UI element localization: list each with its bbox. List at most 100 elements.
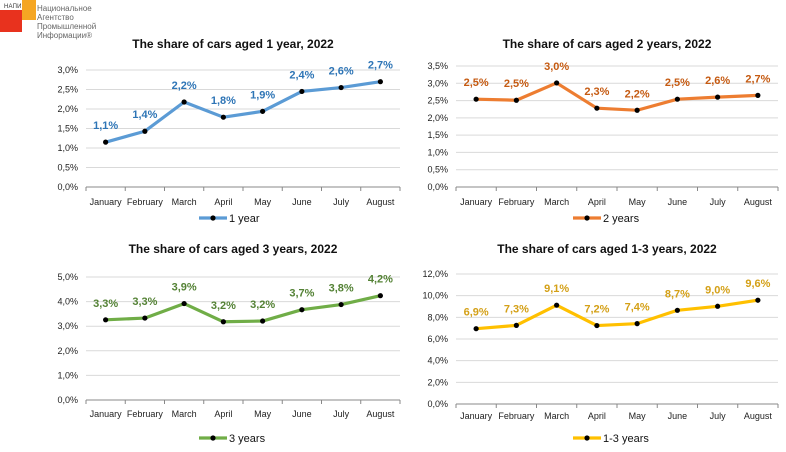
x-tick-label: May	[629, 197, 647, 207]
legend-marker	[584, 215, 590, 221]
series-line	[104, 80, 382, 144]
data-point	[755, 297, 761, 303]
y-tick-label: 0,0%	[427, 182, 448, 192]
logo-orange-square	[22, 0, 36, 20]
data-point	[554, 302, 560, 308]
x-tick-label: July	[333, 197, 350, 207]
x-tick-label: March	[172, 197, 197, 207]
x-tick-label: January	[90, 197, 123, 207]
y-tick-label: 2,0%	[427, 113, 448, 123]
y-tick-label: 2,0%	[57, 104, 78, 114]
data-label: 2,6%	[329, 66, 354, 78]
y-tick-label: 2,5%	[57, 85, 78, 95]
y-tick-label: 2,0%	[57, 346, 78, 356]
y-tick-label: 10,0%	[422, 291, 448, 301]
y-tick-label: 1,0%	[57, 143, 78, 153]
x-tick-label: May	[629, 411, 647, 421]
x-tick-label: July	[333, 409, 350, 419]
chart-svg: The share of cars aged 2 years, 2022 0,0%…	[427, 37, 779, 225]
data-point	[554, 80, 560, 86]
logo-line: Агентство	[37, 13, 74, 22]
data-label: 2,5%	[665, 77, 690, 89]
data-label: 9,1%	[544, 283, 569, 295]
data-label: 3,7%	[289, 288, 314, 300]
data-point	[755, 92, 761, 98]
logo-text: Национальное Агентство Промышленной Инфо…	[37, 4, 96, 40]
chart-title: The share of cars aged 2 years, 2022	[503, 37, 712, 51]
y-tick-label: 8,0%	[427, 312, 448, 322]
data-label: 1,1%	[93, 120, 118, 132]
data-label: 3,9%	[172, 282, 197, 294]
logo-line: Промышленной	[37, 22, 97, 31]
logo-abbreviation: НАПИ	[4, 4, 22, 10]
y-tick-label: 1,5%	[427, 130, 448, 140]
data-label: 3,3%	[93, 298, 118, 310]
data-label: 2,7%	[368, 60, 393, 72]
x-tick-label: March	[544, 197, 569, 207]
data-label: 8,7%	[665, 288, 690, 300]
y-tick-label: 2,0%	[427, 377, 448, 387]
data-point	[715, 303, 721, 309]
x-tick-label: August	[744, 411, 773, 421]
data-label: 6,9%	[464, 307, 489, 319]
chart-title: The share of cars aged 1-3 years, 2022	[497, 242, 717, 256]
data-point	[634, 107, 640, 113]
y-tick-label: 4,0%	[57, 297, 78, 307]
data-point	[299, 88, 305, 95]
x-tick-label: March	[172, 409, 197, 419]
data-label: 3,3%	[132, 296, 157, 308]
chart-1-3-years: The share of cars aged 1-3 years, 2022 0,…	[405, 232, 786, 452]
x-tick-label: February	[498, 197, 535, 207]
data-point	[513, 322, 519, 328]
chart-svg: The share of cars aged 1-3 years, 2022 0,…	[422, 242, 779, 445]
data-label: 2,7%	[745, 73, 770, 85]
data-point	[299, 307, 305, 313]
data-label: 1,9%	[250, 89, 275, 101]
x-tick-label: June	[668, 411, 688, 421]
legend-label: 1-3 years	[603, 433, 649, 445]
data-point	[260, 318, 266, 324]
data-label: 2,3%	[584, 86, 609, 98]
legend-label: 1 year	[229, 213, 260, 225]
data-label: 2,2%	[625, 88, 650, 100]
series-line	[474, 298, 760, 331]
data-label: 7,3%	[504, 303, 529, 315]
y-tick-label: 0,5%	[427, 165, 448, 175]
data-label: 3,8%	[329, 283, 354, 295]
x-tick-label: April	[588, 411, 606, 421]
data-point	[338, 301, 344, 308]
x-tick-label: July	[710, 411, 727, 421]
y-tick-label: 1,0%	[427, 147, 448, 157]
legend-marker	[210, 435, 216, 441]
data-label: 9,6%	[745, 278, 770, 290]
data-point	[674, 96, 680, 102]
data-point	[103, 317, 109, 323]
data-point	[338, 84, 344, 91]
x-tick-label: February	[127, 197, 164, 207]
data-label: 4,2%	[368, 274, 393, 286]
chart-3-years: The share of cars aged 3 years, 2022 0,0%…	[0, 232, 410, 452]
data-point	[220, 319, 226, 325]
x-tick-label: June	[292, 197, 312, 207]
legend-label: 2 years	[603, 213, 640, 225]
y-tick-label: 1,0%	[57, 370, 78, 380]
y-tick-label: 3,0%	[57, 65, 78, 75]
x-tick-label: March	[544, 411, 569, 421]
logo-line: Информации®	[37, 31, 93, 40]
y-tick-label: 0,0%	[57, 182, 78, 192]
data-point	[260, 108, 266, 114]
data-point	[142, 128, 148, 134]
data-label: 2,5%	[504, 78, 529, 90]
y-tick-label: 0,0%	[57, 395, 78, 405]
data-point	[377, 293, 383, 299]
data-point	[377, 79, 383, 85]
chart-title: The share of cars aged 3 years, 2022	[129, 242, 338, 256]
x-tick-label: April	[214, 409, 232, 419]
y-tick-label: 0,0%	[427, 399, 448, 409]
y-tick-label: 3,5%	[427, 61, 448, 71]
data-point	[473, 96, 479, 102]
series-line	[474, 81, 760, 112]
data-point	[513, 97, 519, 103]
data-label: 2,5%	[464, 77, 489, 89]
data-label: 1,8%	[211, 95, 236, 107]
